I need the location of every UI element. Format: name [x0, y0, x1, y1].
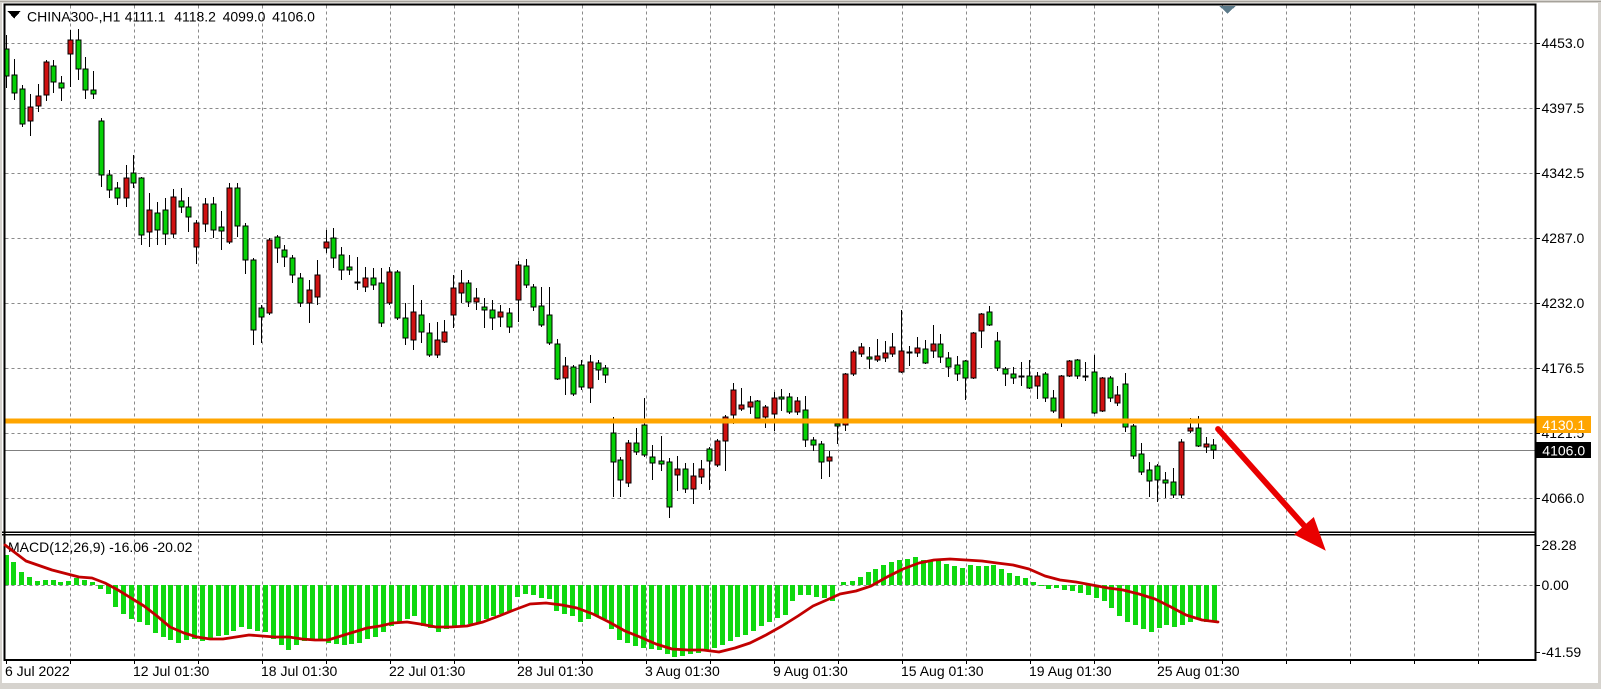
- svg-text:25 Aug 01:30: 25 Aug 01:30: [1157, 663, 1240, 679]
- svg-text:0.00: 0.00: [1542, 577, 1569, 593]
- svg-text:CHINA300-,H1: CHINA300-,H1: [27, 8, 121, 24]
- svg-text:4176.5: 4176.5: [1542, 360, 1585, 376]
- svg-text:4232.0: 4232.0: [1542, 295, 1585, 311]
- svg-text:-41.59: -41.59: [1542, 644, 1582, 660]
- svg-text:4397.5: 4397.5: [1542, 100, 1585, 116]
- svg-text:6 Jul 2022: 6 Jul 2022: [5, 663, 70, 679]
- svg-text:28.28: 28.28: [1542, 537, 1577, 553]
- svg-text:18 Jul 01:30: 18 Jul 01:30: [261, 663, 337, 679]
- svg-text:4118.2: 4118.2: [174, 8, 216, 24]
- svg-text:9 Aug 01:30: 9 Aug 01:30: [773, 663, 848, 679]
- svg-text:4342.5: 4342.5: [1542, 165, 1585, 181]
- svg-text:12 Jul 01:30: 12 Jul 01:30: [133, 663, 209, 679]
- svg-text:4111.1: 4111.1: [125, 8, 166, 24]
- svg-text:22 Jul 01:30: 22 Jul 01:30: [389, 663, 465, 679]
- svg-text:28 Jul 01:30: 28 Jul 01:30: [517, 663, 593, 679]
- svg-text:19 Aug 01:30: 19 Aug 01:30: [1029, 663, 1112, 679]
- svg-text:4106.0: 4106.0: [1542, 442, 1585, 458]
- svg-text:4453.0: 4453.0: [1542, 35, 1585, 51]
- svg-text:4106.0: 4106.0: [272, 8, 315, 24]
- svg-text:MACD(12,26,9) -16.06 -20.02: MACD(12,26,9) -16.06 -20.02: [8, 539, 193, 555]
- svg-text:4099.0: 4099.0: [223, 8, 266, 24]
- svg-text:3 Aug 01:30: 3 Aug 01:30: [645, 663, 720, 679]
- svg-text:4066.0: 4066.0: [1542, 490, 1585, 506]
- svg-text:4287.0: 4287.0: [1542, 230, 1585, 246]
- svg-text:4130.1: 4130.1: [1542, 417, 1585, 433]
- svg-text:15 Aug 01:30: 15 Aug 01:30: [901, 663, 984, 679]
